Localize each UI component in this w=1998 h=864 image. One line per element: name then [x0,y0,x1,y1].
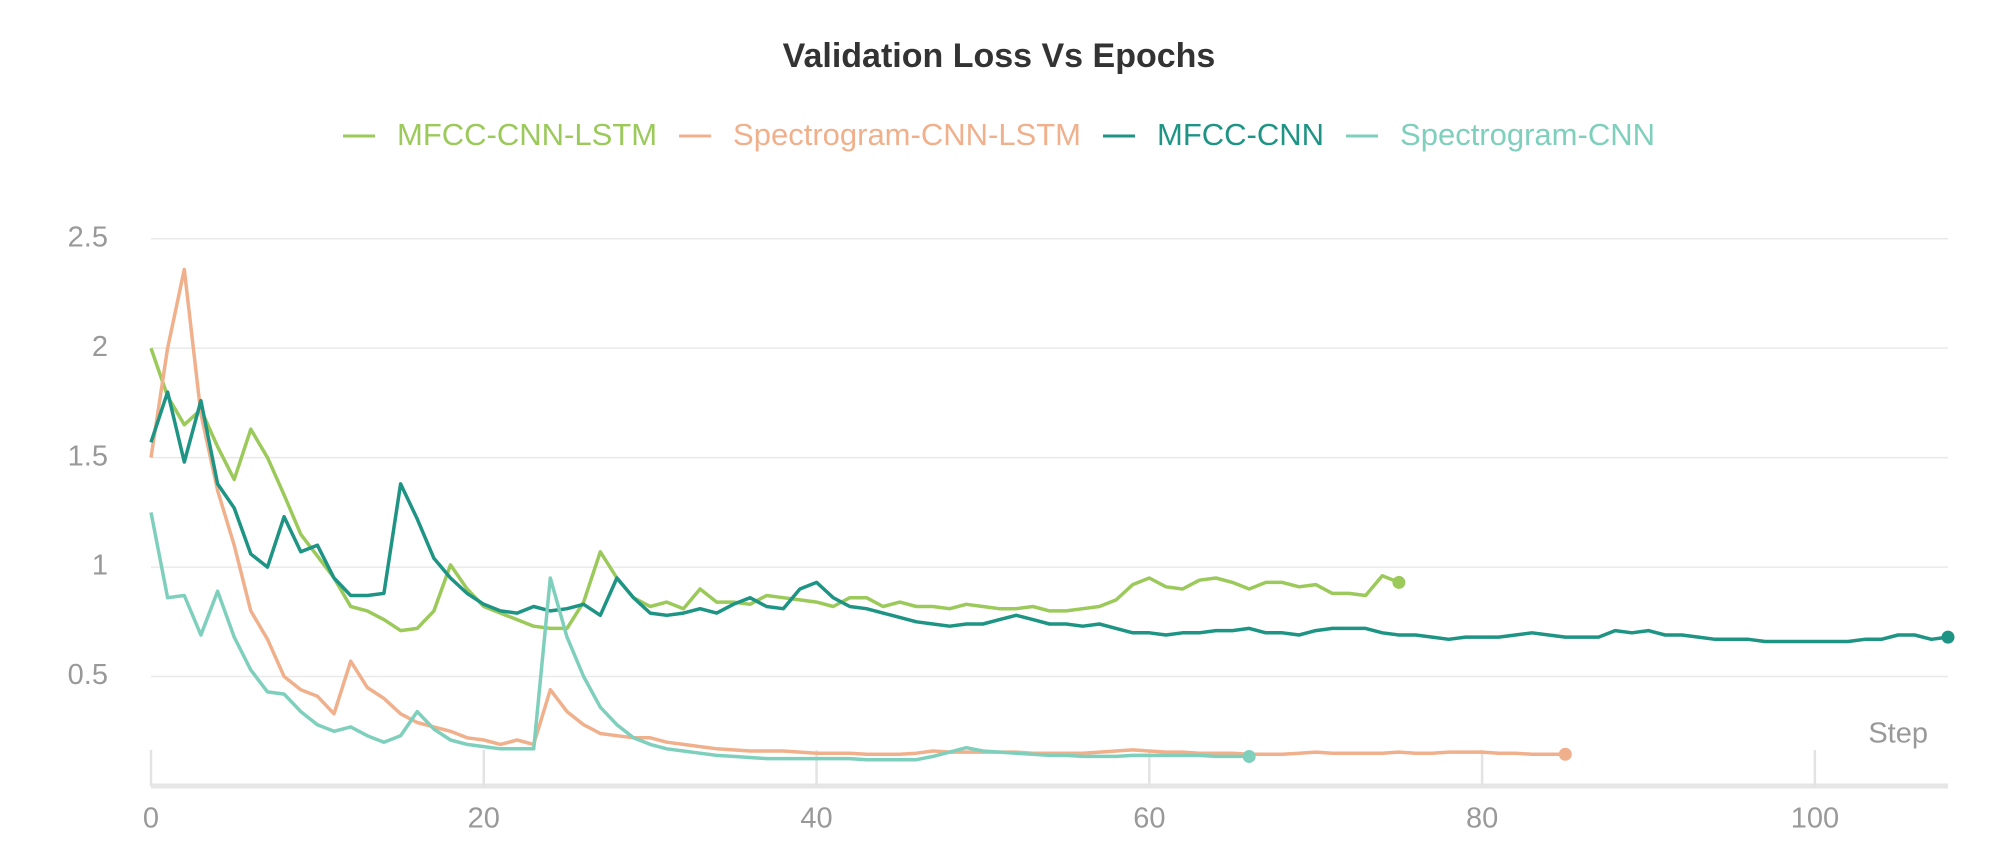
series-line [149,347,1400,633]
chart-title: Validation Loss Vs Epochs [783,37,1216,75]
y-tick-label: 1 [92,550,108,582]
legend-label: Spectrogram-CNN [1400,117,1655,152]
y-tick-label: 0.5 [68,659,108,691]
legend: MFCC-CNN-LSTM Spectrogram-CNN-LSTM MFCC-CN… [343,117,1655,152]
y-tick-label: 1.5 [68,440,108,472]
end-marker [1941,630,1955,644]
x-tick-label: 80 [1466,803,1498,835]
series-line [149,512,1250,762]
legend-label: Spectrogram-CNN-LSTM [733,117,1081,152]
x-tick-label: 100 [1791,803,1839,835]
legend-label: MFCC-CNN [1157,117,1324,152]
end-marker [1558,747,1572,761]
x-tick-label: 0 [143,803,159,835]
y-tick-label: 2 [92,331,108,363]
x-tick-label: 60 [1133,803,1165,835]
end-marker [1392,575,1406,589]
y-tick-label: 2.5 [68,221,108,253]
end-marker [1242,749,1256,763]
series-line [149,390,1949,644]
x-axis-label: Step [1868,718,1928,750]
legend-label: MFCC-CNN-LSTM [397,117,657,152]
x-tick-label: 20 [468,803,500,835]
series-line [149,267,1566,757]
x-tick-label: 40 [800,803,832,835]
